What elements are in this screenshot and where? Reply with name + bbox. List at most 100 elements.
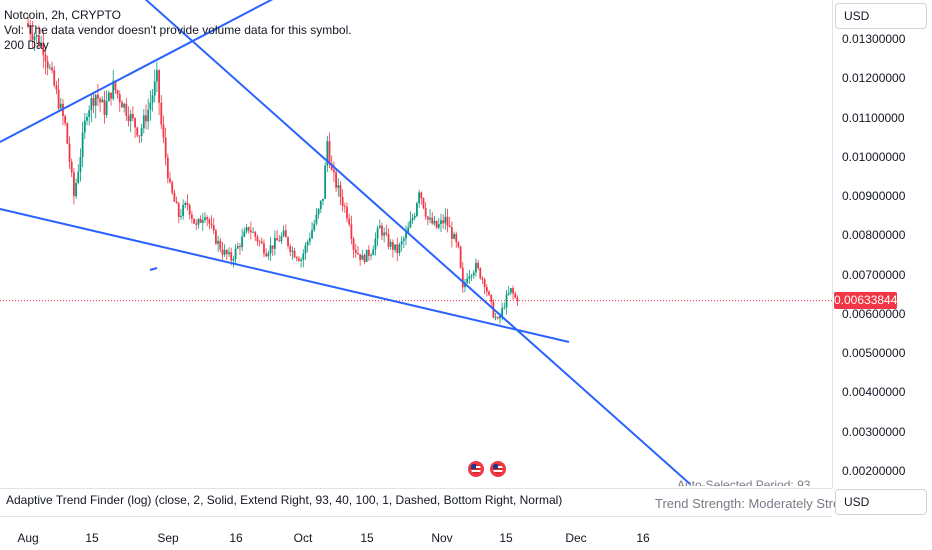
candle-body [212, 225, 215, 231]
candle-body [372, 249, 375, 256]
price-scale[interactable] [832, 0, 932, 488]
candle-body [158, 70, 160, 103]
time-tick-label: Sep [157, 531, 179, 545]
candle-body [328, 141, 331, 164]
indicator-label[interactable]: Adaptive Trend Finder (log) (close, 2, S… [6, 493, 563, 507]
candle-body [396, 244, 399, 254]
candle-body [110, 92, 112, 99]
candle-body [381, 225, 383, 236]
candle-body [378, 225, 381, 229]
candle-body [53, 70, 56, 86]
falling-support-trendline [0, 208, 570, 343]
candle-body [232, 258, 235, 261]
candle-body [171, 182, 174, 193]
candle-body [79, 157, 82, 173]
candle-body [173, 192, 176, 202]
candle-body [114, 80, 117, 91]
candle-body [180, 215, 182, 218]
candle-body [330, 163, 333, 170]
candle-body [29, 26, 32, 34]
candle-body [370, 255, 372, 256]
candle-body [149, 102, 152, 110]
time-tick-label: 16 [229, 531, 243, 545]
candle-body [230, 252, 233, 261]
candle-body [317, 209, 320, 215]
candle-body [505, 294, 508, 308]
time-tick-label: Aug [17, 531, 39, 545]
candle-body [411, 218, 414, 221]
candle-body [92, 98, 95, 106]
time-tick-label: 15 [499, 531, 513, 545]
candle-body [175, 201, 178, 204]
candle-body [455, 234, 458, 243]
candle-body [208, 219, 211, 224]
candle-body [243, 231, 246, 237]
us-flag-icon[interactable] [490, 461, 506, 477]
candle-body [394, 244, 396, 250]
candle-body [269, 245, 272, 254]
price-tick-label: 0.00300000 [842, 424, 906, 439]
us-flag-icon[interactable] [468, 461, 484, 477]
candlestick-chart[interactable] [0, 0, 832, 488]
candle-body [55, 85, 58, 90]
falling-resistance-trendline [144, 0, 691, 485]
price-tick-label: 0.00200000 [842, 464, 906, 478]
candle-body [376, 228, 379, 239]
candle-body [162, 124, 165, 138]
candle-body [68, 143, 71, 162]
candle-body [151, 95, 154, 103]
price-tick-label: 0.00800000 [842, 228, 906, 243]
candle-body [88, 110, 91, 118]
ma-label[interactable]: 200 Day [4, 38, 49, 52]
candle-body [86, 117, 88, 121]
candle-body [38, 35, 40, 46]
candle-body [66, 123, 69, 144]
time-axis[interactable] [0, 516, 832, 550]
candle-body [512, 288, 514, 294]
candle-body [136, 127, 139, 136]
candle-body [433, 220, 436, 224]
candle-body [488, 291, 490, 295]
candle-body [295, 257, 298, 259]
candle-body [116, 90, 119, 95]
currency-selector-bottom[interactable]: USD [835, 489, 927, 515]
candle-body [64, 115, 67, 124]
candle-body [138, 135, 141, 137]
candle-body [308, 238, 311, 242]
candle-body [160, 102, 163, 125]
candle-body [260, 241, 263, 244]
time-tick-label: 15 [85, 531, 99, 545]
candle-body [416, 203, 418, 216]
candle-body [313, 223, 316, 230]
upper-channel-trendline [0, 0, 274, 143]
candle-body [51, 67, 53, 71]
candle-body [42, 42, 45, 55]
candle-body [437, 223, 440, 228]
price-tick-label: 0.01300000 [842, 32, 906, 46]
candle-body [134, 118, 136, 128]
candle-body [363, 255, 366, 262]
candle-body [509, 288, 512, 293]
candle-body [413, 215, 416, 219]
last-price-tag: 0.00633844 [834, 292, 898, 309]
candle-body [184, 202, 187, 205]
candle-body [409, 220, 412, 228]
price-tick-label: 0.01100000 [842, 110, 905, 125]
candle-body [466, 278, 469, 283]
indicator-pane[interactable] [0, 488, 832, 516]
chart-area[interactable] [0, 0, 832, 488]
currency-selector-top[interactable]: USD [835, 3, 927, 29]
candle-body [121, 102, 123, 108]
time-tick-label: 16 [636, 531, 650, 545]
price-tick-label: 0.00600000 [842, 306, 906, 321]
candle-body [145, 115, 147, 122]
candle-body [40, 42, 43, 46]
candle-body [252, 232, 254, 233]
candle-body [391, 242, 394, 250]
symbol-title[interactable]: Notcoin, 2h, CRYPTO [4, 8, 121, 22]
candle-body [195, 223, 198, 225]
candle-body [94, 94, 97, 106]
candle-body [57, 89, 60, 109]
candle-body [101, 99, 104, 103]
candle-body [446, 216, 449, 226]
